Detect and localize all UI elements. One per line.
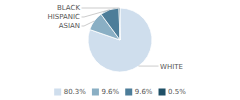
pie: WHITE ASIANHISPANICBLACK	[47, 4, 182, 72]
legend-label: 0.5%	[168, 88, 186, 96]
leader-line	[82, 10, 110, 17]
legend-swatch	[125, 89, 132, 96]
slice-label: ASIAN	[59, 22, 80, 30]
leader-line	[82, 8, 120, 9]
slice-label: WHITE	[160, 63, 183, 71]
legend-swatch	[54, 89, 61, 96]
pie-slice	[101, 8, 120, 40]
legend-label: 80.3%	[64, 88, 87, 96]
legend: 80.3% 9.6% 9.6% 0.5%	[54, 88, 186, 96]
legend-swatch	[92, 89, 99, 96]
legend-item: 80.3%	[54, 88, 86, 96]
legend-swatch	[159, 89, 166, 96]
slice-label: BLACK	[57, 4, 80, 12]
legend-item: 9.6%	[92, 88, 120, 96]
leader-line	[139, 66, 159, 67]
slice-label: HISPANIC	[47, 13, 80, 21]
legend-label: 9.6%	[101, 88, 119, 96]
pie-slice	[88, 8, 152, 72]
legend-label: 9.6%	[135, 88, 153, 96]
pie-slice	[119, 8, 120, 40]
legend-item: 9.6%	[125, 88, 153, 96]
leader-line	[82, 21, 95, 26]
legend-item: 0.5%	[159, 88, 187, 96]
chart: WHITE ASIANHISPANICBLACK 80.3% 9.6% 9.6% 0.5%	[0, 0, 240, 100]
